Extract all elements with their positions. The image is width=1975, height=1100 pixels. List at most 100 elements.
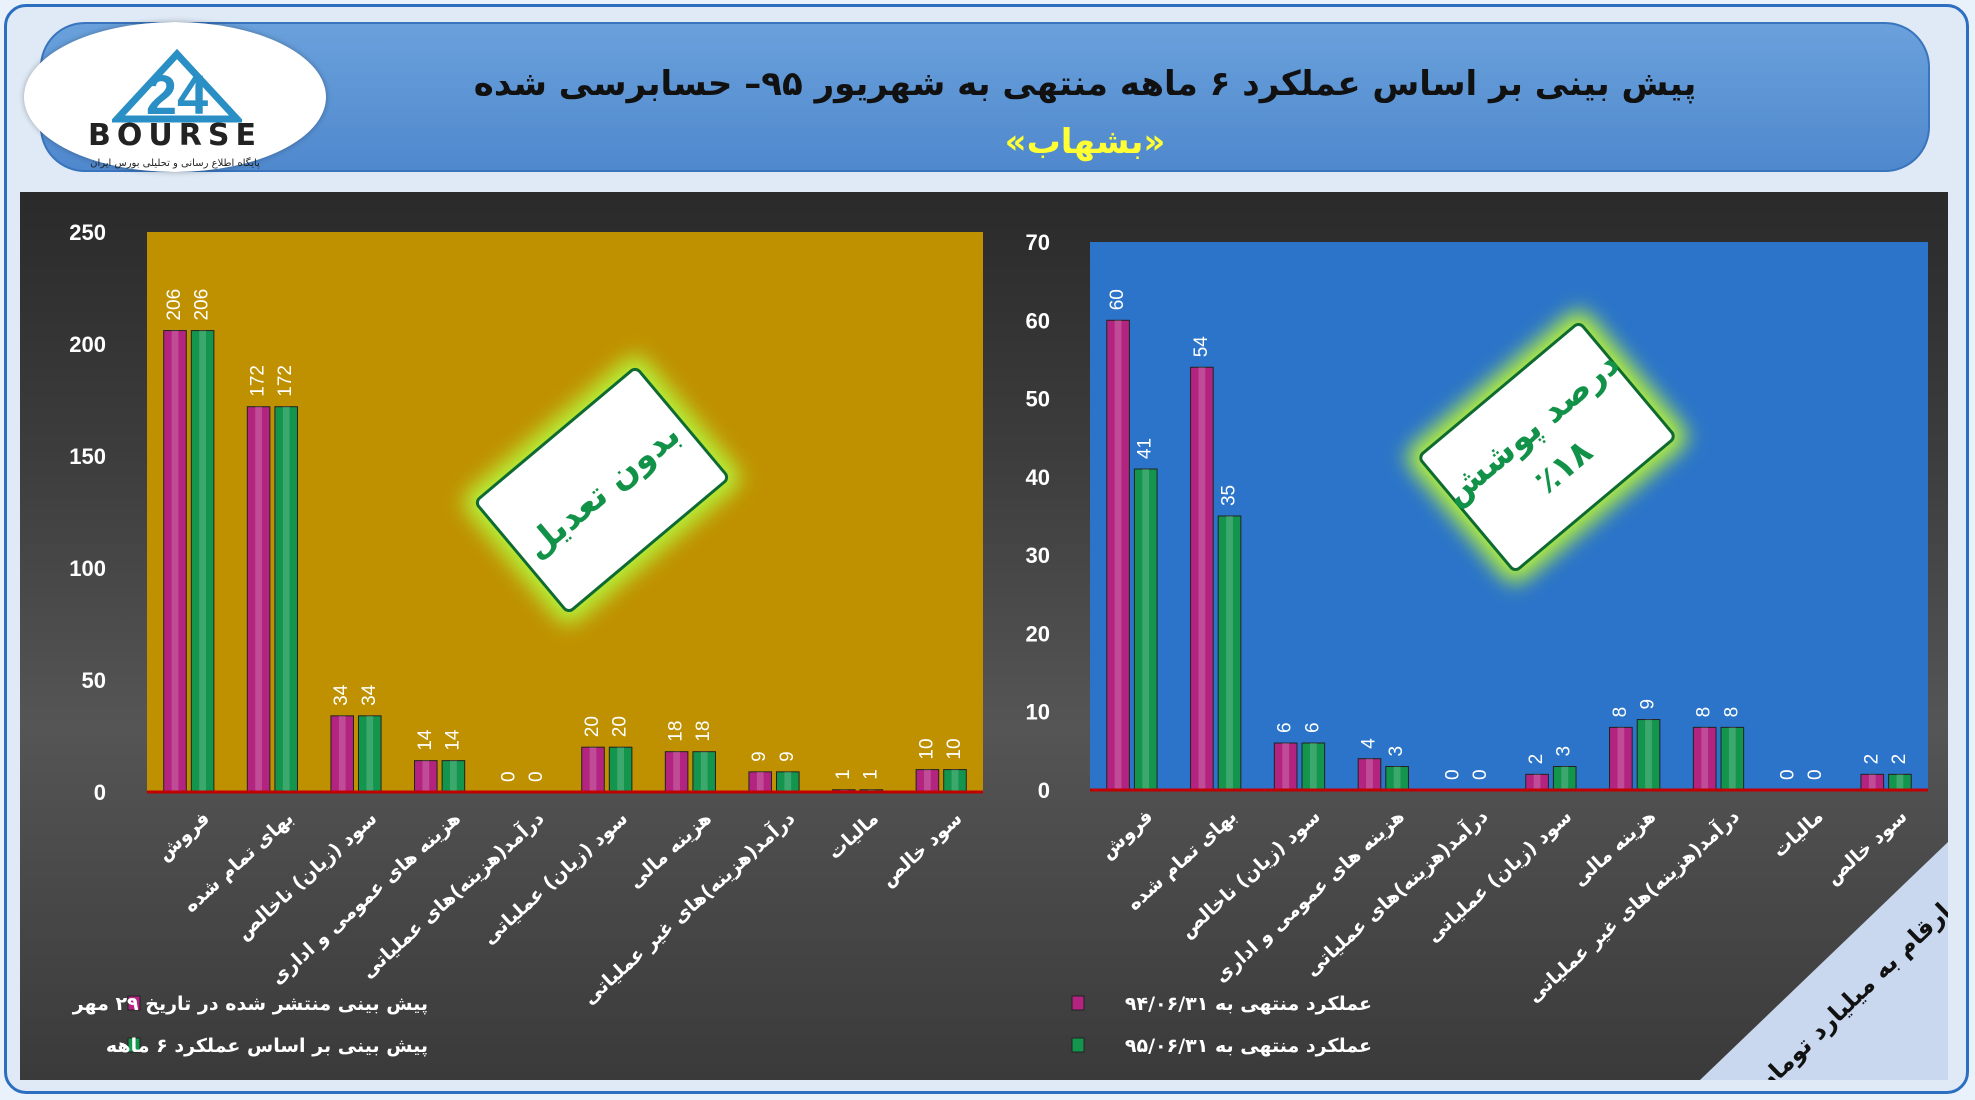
legend-swatch (127, 1037, 141, 1053)
logo-number: 24 (146, 63, 208, 124)
bar-highlight (450, 760, 457, 792)
category-label: فروش (1096, 805, 1157, 863)
bar-highlight (673, 751, 680, 792)
data-label: 9 (1638, 699, 1659, 710)
legend-swatch (1071, 1037, 1085, 1053)
legend-label: عملکرد منتهی به ۹۵/۰۶/۳۱ (1125, 1035, 1372, 1057)
bar-highlight (422, 760, 430, 792)
data-label: 9 (749, 751, 770, 762)
bar-highlight (951, 769, 959, 792)
category-label: سود (زیان) ناخالص (1176, 805, 1325, 942)
y-tick-label: 60 (1026, 308, 1050, 333)
y-tick-label: 10 (1026, 700, 1050, 725)
bar-highlight (924, 769, 931, 792)
y-tick-label: 70 (1026, 230, 1050, 255)
data-label: 6 (1275, 722, 1296, 733)
legend-swatch (1071, 995, 1085, 1011)
logo-wordmark: BOURSE (88, 118, 262, 153)
legend-label: پیش بینی بر اساس عملکرد ۶ ماهه (106, 1035, 428, 1057)
data-label: 20 (582, 716, 603, 737)
bar-highlight (1896, 774, 1904, 790)
bar-highlight (1561, 766, 1569, 790)
y-tick-label: 150 (69, 444, 106, 469)
category-label: سود (زیان) ناخالص (232, 807, 381, 944)
data-label: 1 (833, 769, 854, 780)
bar-highlight (1226, 516, 1233, 790)
data-label: 2 (1526, 754, 1547, 765)
bar-highlight (700, 751, 708, 792)
stamp-badge: درصد پوشش٪۱۸ (1407, 310, 1687, 584)
bar-highlight (1282, 743, 1290, 790)
legend-label: پیش بینی منتشر شده در تاریخ ۲۹ مهر (72, 993, 428, 1015)
y-tick-label: 100 (69, 556, 106, 581)
page-subtitle: «بشهاب» (1004, 122, 1166, 162)
data-label: 34 (359, 684, 380, 706)
header-banner: پیش بینی بر اساس عملکرد ۶ ماهه منتهی به … (40, 22, 1930, 172)
data-label: 8 (1694, 707, 1715, 718)
bar-highlight (255, 406, 262, 792)
data-label: 3 (1554, 746, 1575, 757)
data-label: 20 (610, 716, 631, 737)
bar-highlight (589, 747, 597, 792)
logo-tagline: پایگاه اطلاع رسانی و تحلیلی بورس ایران (90, 158, 260, 169)
y-tick-label: 50 (1026, 387, 1050, 412)
bar-highlight (199, 330, 206, 792)
data-label: 18 (693, 721, 714, 742)
y-tick-label: 40 (1026, 465, 1050, 490)
data-label: 54 (1191, 336, 1212, 358)
data-label: 14 (415, 729, 436, 751)
data-label: 35 (1219, 485, 1240, 506)
bar-highlight (1728, 727, 1736, 790)
data-label: 172 (275, 365, 296, 397)
category-label: مالیات (824, 807, 883, 864)
bourse24-logo: 24 BOURSE پایگاه اطلاع رسانی و تحلیلی بو… (24, 22, 326, 172)
data-label: 1 (860, 769, 881, 780)
data-label: 9 (777, 751, 798, 762)
bar-highlight (1533, 774, 1541, 790)
bar-highlight (338, 715, 346, 792)
bar-highlight (1309, 743, 1317, 790)
data-label: 0 (1470, 769, 1491, 780)
data-label: 2 (1861, 754, 1882, 765)
data-label: 8 (1610, 707, 1631, 718)
category-label: فروش (153, 807, 214, 865)
bar-highlight (1198, 367, 1206, 790)
data-label: 41 (1135, 438, 1156, 459)
bar-highlight (1114, 320, 1122, 790)
data-label: 0 (1805, 769, 1826, 780)
legend-label: عملکرد منتهی به ۹۴/۰۶/۳۱ (1125, 993, 1372, 1015)
bar-highlight (1645, 719, 1652, 790)
bar-highlight (1393, 766, 1401, 790)
bar-highlight (1142, 469, 1150, 790)
legend-swatch (127, 995, 141, 1011)
bar-highlight (1366, 758, 1373, 790)
bar-highlight (756, 771, 764, 792)
y-tick-label: 200 (69, 332, 106, 357)
y-tick-label: 20 (1026, 621, 1050, 646)
category-label: سود خالص (1822, 805, 1912, 889)
data-label: 8 (1721, 707, 1742, 718)
category-label: مالیات (1768, 805, 1827, 862)
data-label: 0 (498, 771, 519, 782)
data-label: 10 (944, 738, 965, 759)
category-label: سود خالص (877, 807, 967, 891)
corner-note-banner: ارقام به میلیارد تومان (1700, 842, 1948, 1080)
bar-highlight (171, 330, 179, 792)
y-tick-label: 30 (1026, 543, 1050, 568)
data-label: 60 (1107, 289, 1128, 310)
charts-panel: 0 50 100 150 200 250 بدون تعدیل 206 172 34 14 0 20 18… (20, 192, 1948, 1080)
data-label: 0 (526, 771, 547, 782)
category-label: هزینه مالی (1569, 805, 1660, 890)
bar-highlight (1701, 727, 1709, 790)
bar-highlight (1617, 727, 1625, 790)
data-label: 2 (1889, 754, 1910, 765)
bar-highlight (366, 715, 374, 792)
data-label: 172 (248, 365, 269, 397)
y-tick-label: 0 (1038, 778, 1050, 803)
data-label: 206 (164, 289, 185, 321)
stamp-box (1419, 323, 1675, 571)
data-label: 14 (442, 729, 463, 751)
stamp-badge: بدون تعدیل (463, 355, 741, 625)
